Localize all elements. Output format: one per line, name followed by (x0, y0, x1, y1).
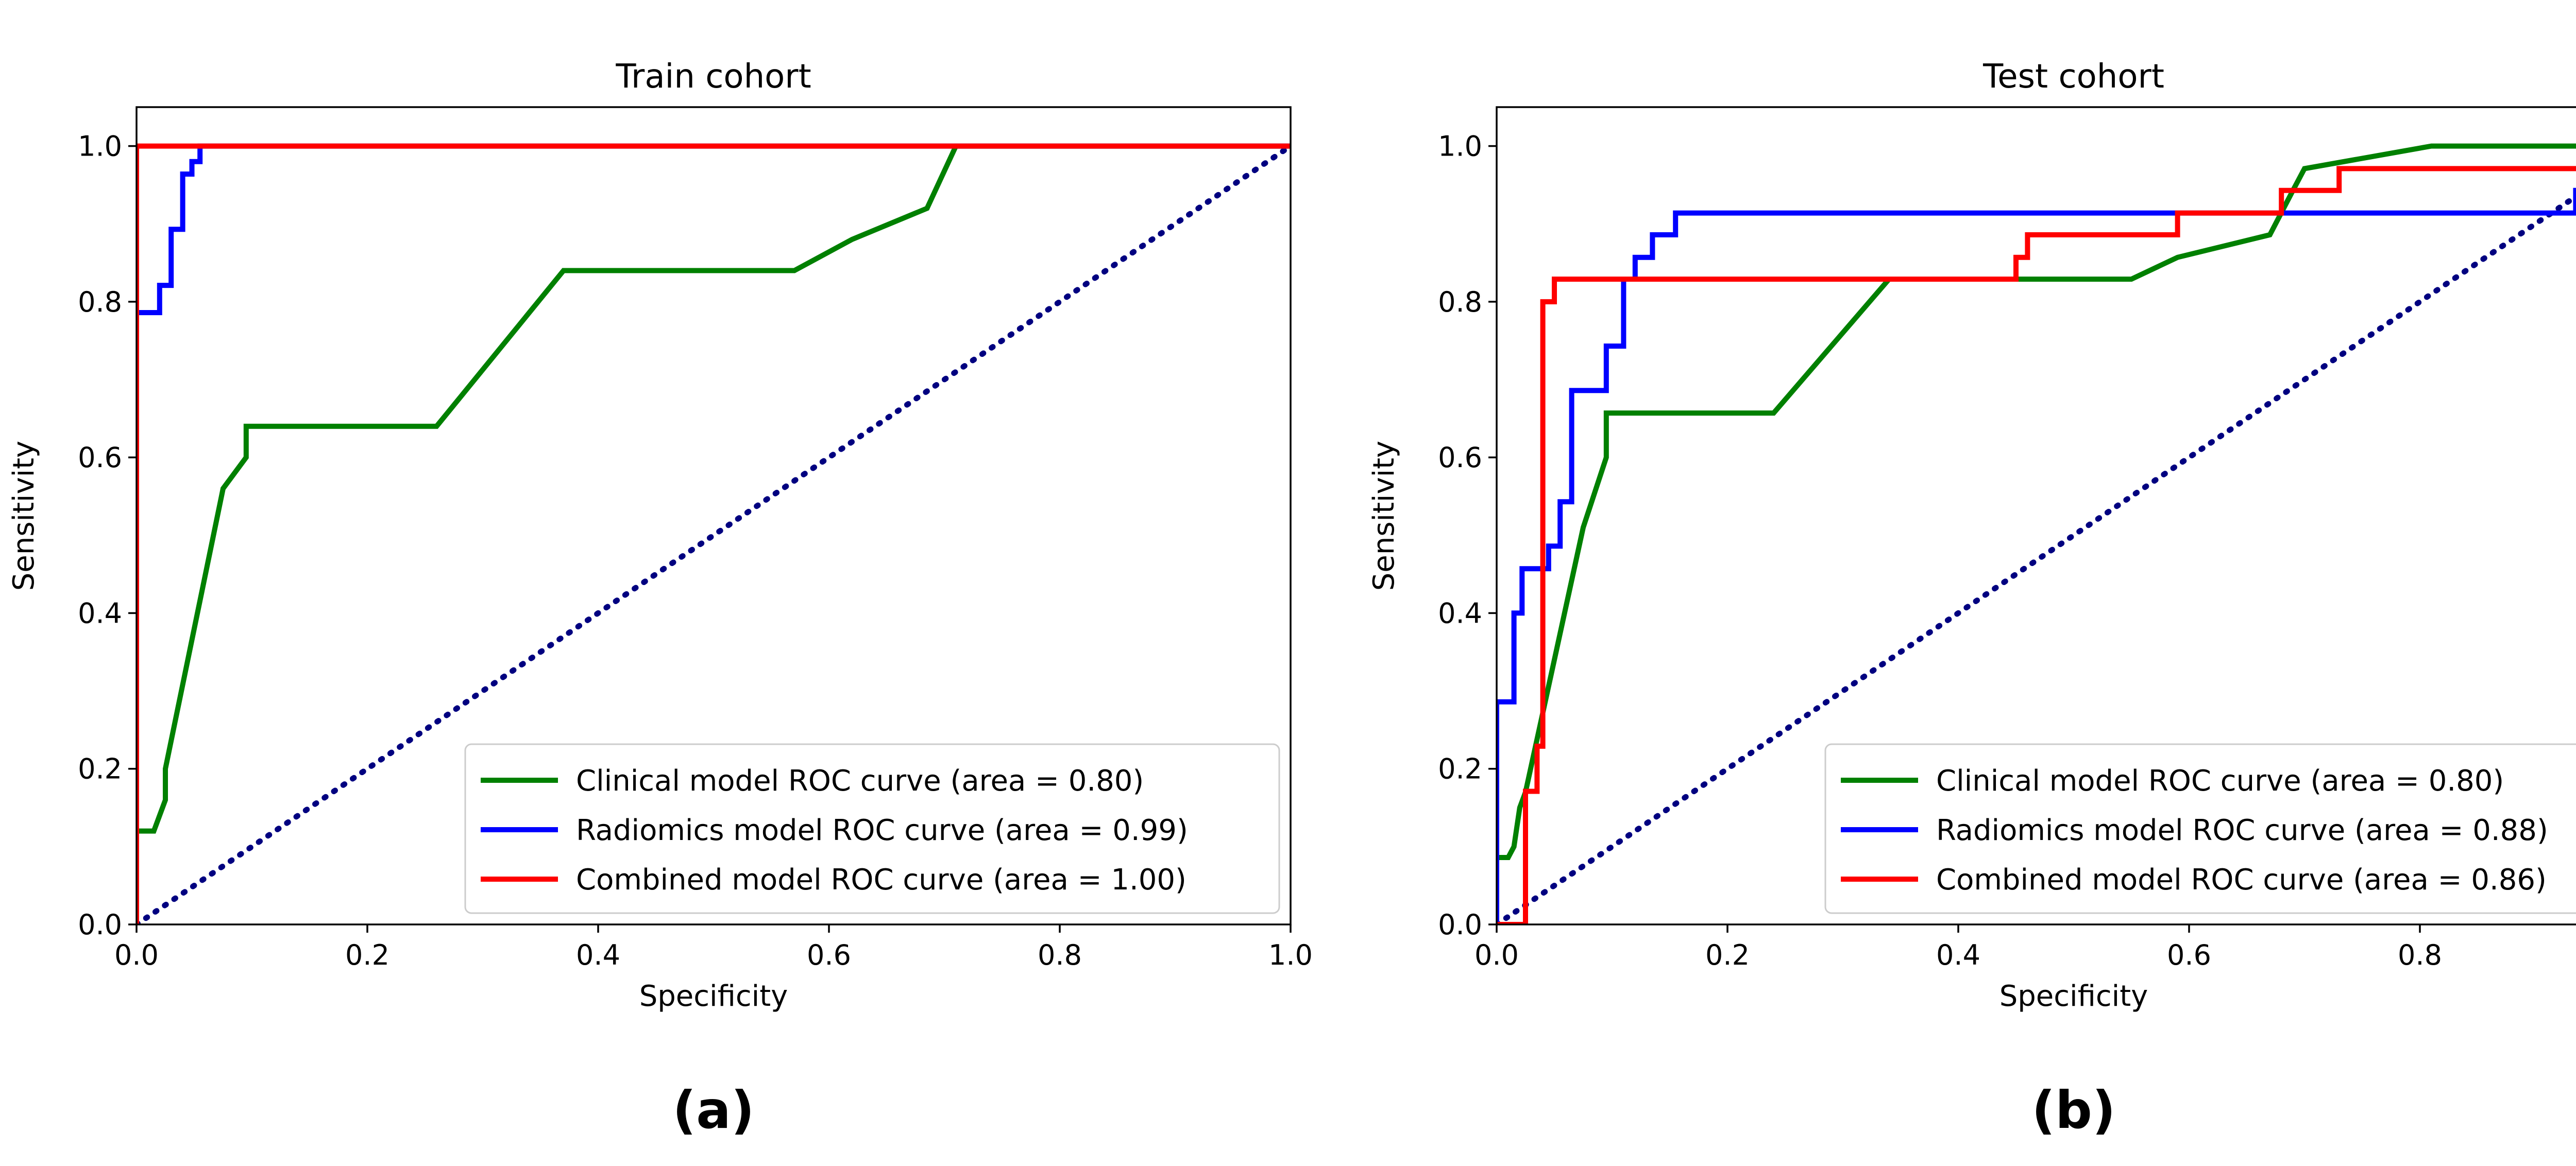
roc-series-1-line (137, 143, 1291, 924)
chance-diagonal-line (137, 143, 1291, 924)
x-tick-label: 0.2 (1705, 939, 1750, 971)
y-axis-label: Sensitivity (1367, 441, 1401, 591)
panel-label: (a) (673, 1080, 755, 1140)
roc-series-2-line (1497, 166, 2576, 924)
y-tick-label: 0.6 (1438, 441, 1482, 474)
legend-entry-0: Clinical model ROC curve (area = 0.80) (576, 764, 1144, 798)
legend-entry-2: Combined model ROC curve (area = 0.86) (1936, 863, 2547, 897)
roc-series-1-line (1497, 187, 2576, 924)
legend-box (464, 743, 1280, 914)
x-tick-label: 0.6 (807, 939, 851, 971)
legend-entry-1: Radiomics model ROC curve (area = 0.88) (1936, 814, 2548, 847)
chart-title: Train cohort (615, 58, 811, 96)
y-tick-label: 0.8 (1438, 286, 1482, 318)
x-tick-label: 0.0 (114, 939, 159, 971)
x-tick-label: 0.8 (2398, 939, 2442, 971)
plot-area (137, 143, 1291, 924)
axes-frame (1496, 106, 2576, 925)
y-tick-label: 1.0 (78, 130, 122, 163)
legend-box (1824, 743, 2576, 914)
x-tick-label: 0.4 (576, 939, 620, 971)
y-tick-label: 0.4 (78, 597, 122, 629)
legend-entry-0: Clinical model ROC curve (area = 0.80) (1936, 764, 2504, 798)
y-tick-label: 0.0 (78, 908, 122, 941)
x-tick-label: 1.0 (1268, 939, 1313, 971)
x-axis-label: Specificity (1999, 980, 2148, 1013)
legend-entry-2: Combined model ROC curve (area = 1.00) (576, 863, 1187, 897)
x-tick-label: 0.4 (1936, 939, 1980, 971)
roc-series-0-line (1497, 143, 2576, 924)
y-tick-label: 0.6 (78, 441, 122, 474)
y-tick-label: 0.8 (78, 286, 122, 318)
roc-series-2-line (137, 143, 1291, 924)
chance-diagonal-line (1497, 193, 2576, 924)
y-tick-label: 0.0 (1438, 908, 1482, 941)
y-tick-label: 0.2 (78, 753, 122, 785)
test-cohort-panel: Test cohort 0.0 0.2 0.4 0.6 0.8 1.0 0.0 0.2 0.4 0.… (1367, 58, 2576, 1140)
x-tick-label: 0.2 (345, 939, 389, 971)
y-axis-label: Sensitivity (7, 441, 41, 591)
x-tick-label: 0.8 (1038, 939, 1082, 971)
legend: Clinical model ROC curve (area = 0.80) Ra… (1824, 743, 2576, 914)
x-axis-label: Specificity (639, 980, 788, 1013)
legend-entry-1: Radiomics model ROC curve (area = 0.99) (576, 814, 1188, 847)
roc-series-0-line (137, 143, 1291, 924)
legend: Clinical model ROC curve (area = 0.80) Ra… (464, 743, 1280, 914)
plot-area (1497, 143, 2576, 924)
chart-title: Test cohort (1982, 58, 2164, 96)
x-tick-label: 0.0 (1475, 939, 1519, 971)
y-tick-label: 0.2 (1438, 753, 1482, 785)
x-tick-label: 0.6 (2167, 939, 2211, 971)
axes-frame (135, 106, 1292, 925)
train-cohort-panel: Train cohort 0.0 0.2 0.4 0.6 0.8 1.0 0.0 0.2 0.4 0… (7, 58, 1313, 1140)
y-tick-label: 1.0 (1438, 130, 1482, 163)
y-tick-label: 0.4 (1438, 597, 1482, 629)
panel-label: (b) (2032, 1080, 2116, 1140)
